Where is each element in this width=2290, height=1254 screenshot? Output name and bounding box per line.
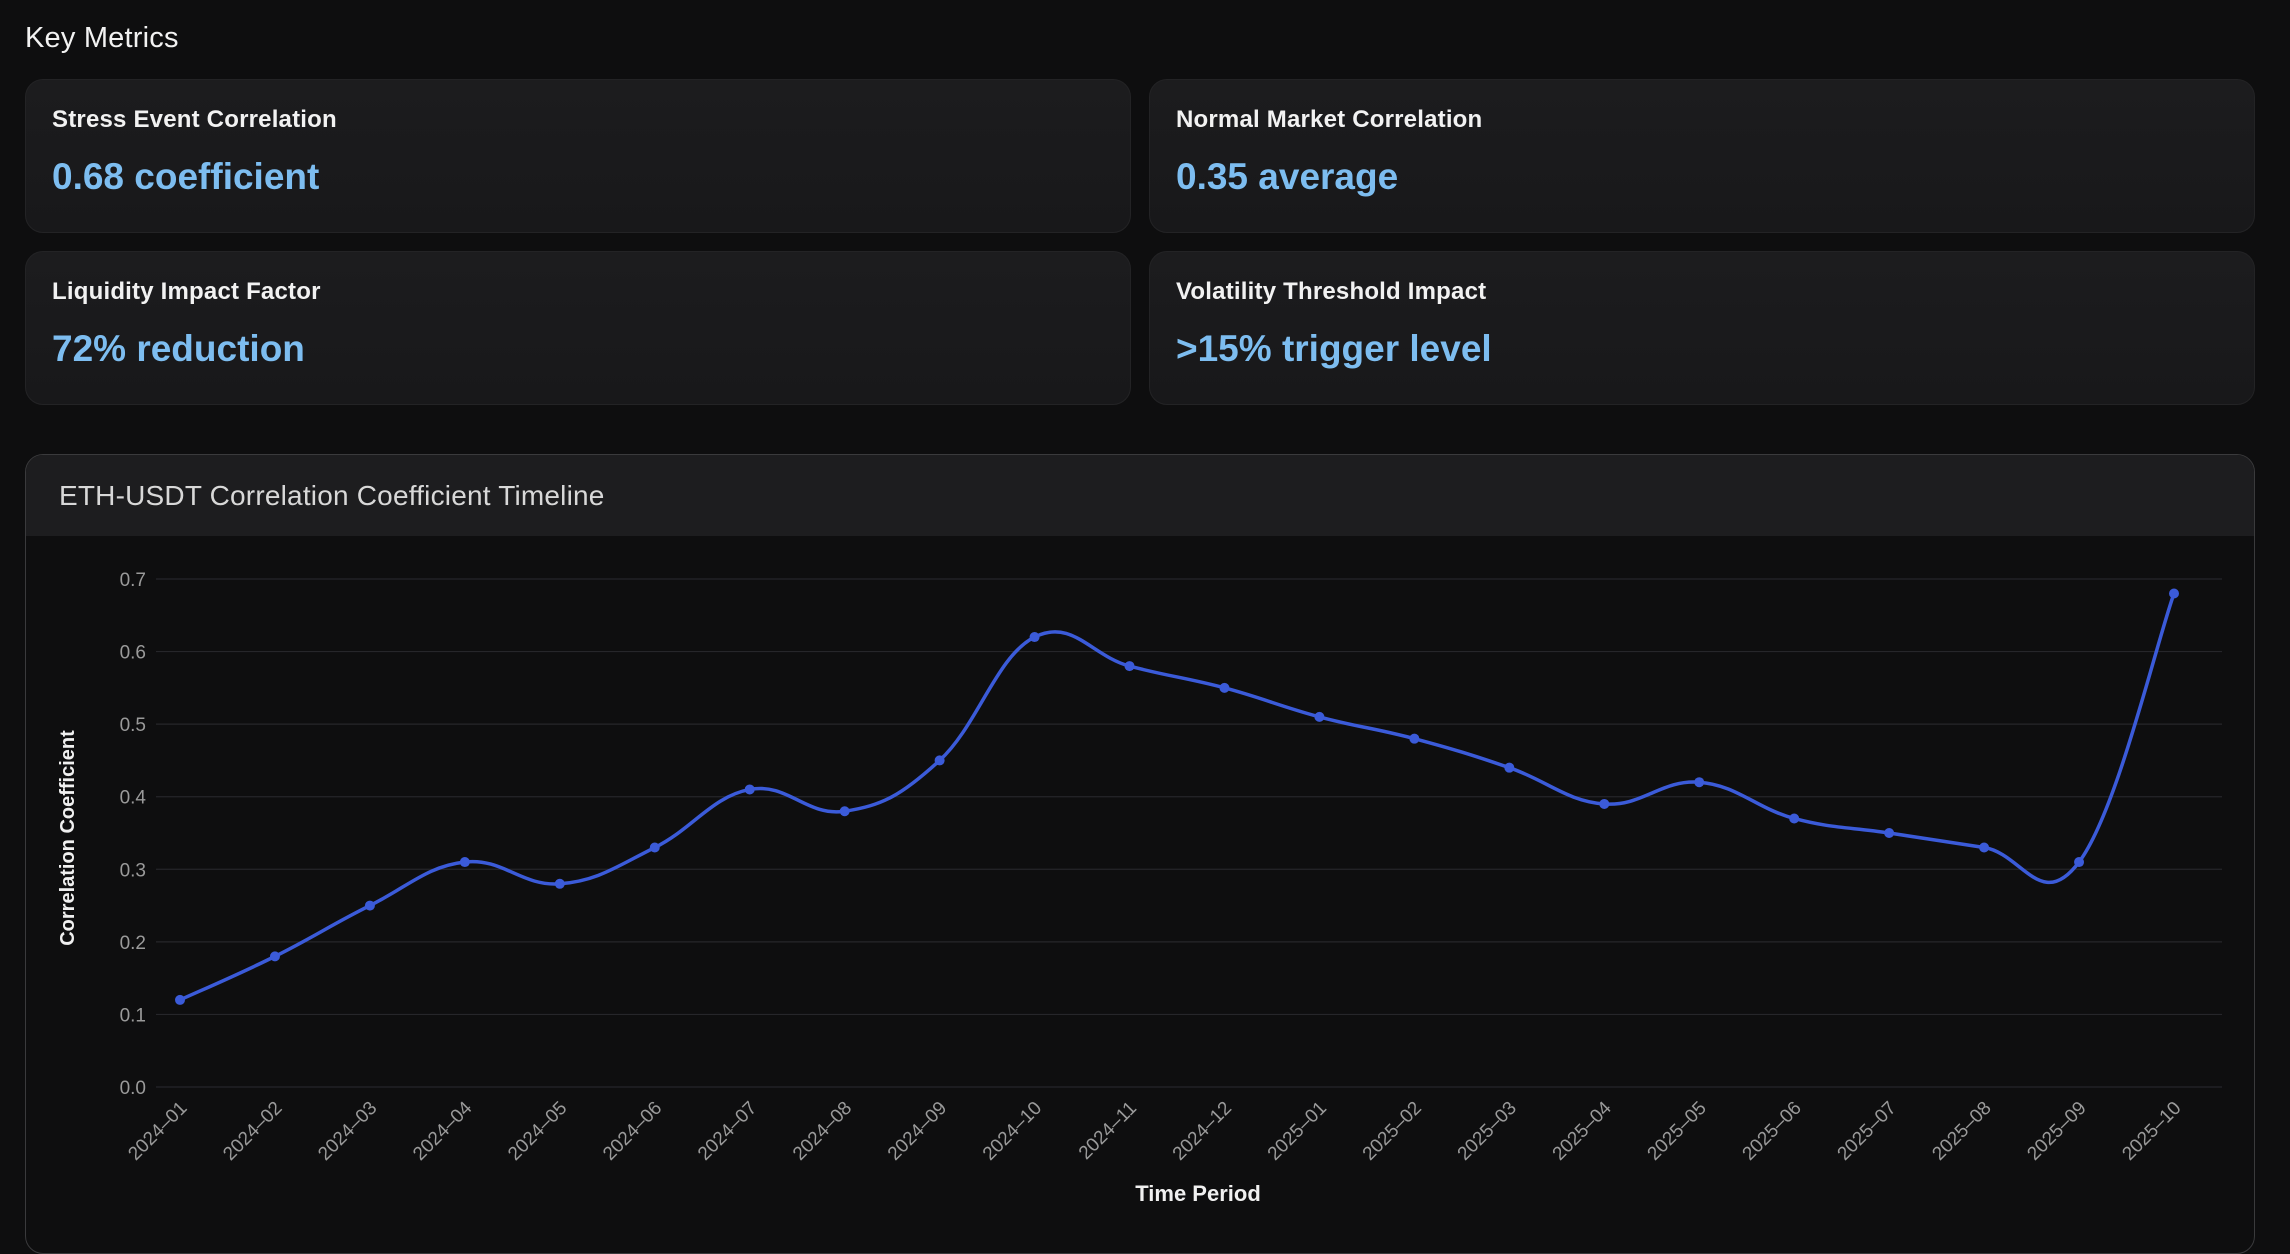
x-tick-label: 2025–08 (1928, 1098, 1995, 1165)
key-metrics-title: Key Metrics (25, 22, 179, 54)
data-point (1029, 632, 1040, 643)
data-point (554, 878, 565, 889)
metric-value: >15% trigger level (1176, 328, 1492, 369)
x-tick-label: 2025–09 (2023, 1098, 2090, 1165)
y-tick-label: 0.6 (120, 643, 146, 664)
metric-card-volatility-threshold: Volatility Threshold Impact >15% trigger… (1149, 251, 2255, 405)
data-point (649, 842, 660, 853)
data-point (839, 806, 850, 817)
y-tick-label: 0.5 (120, 715, 146, 736)
data-point (1409, 733, 1420, 744)
metric-value: 0.35 average (1176, 156, 1399, 197)
x-tick-label: 2025–01 (1264, 1098, 1331, 1165)
data-point (364, 900, 375, 911)
data-point (269, 951, 280, 962)
chart-title: ETH-USDT Correlation Coefficient Timelin… (59, 480, 605, 511)
y-axis-title: Correlation Coefficient (57, 730, 79, 946)
y-tick-label: 0.0 (120, 1078, 146, 1099)
metric-card-liquidity-impact: Liquidity Impact Factor 72% reduction (25, 251, 1131, 405)
x-tick-label: 2024–08 (789, 1098, 856, 1165)
data-point (934, 755, 945, 766)
data-point (1124, 661, 1135, 672)
metric-label: Normal Market Correlation (1176, 106, 1483, 133)
metric-card-stress-event: Stress Event Correlation 0.68 coefficien… (25, 79, 1131, 233)
data-point (2169, 588, 2179, 599)
metric-label: Volatility Threshold Impact (1176, 278, 1487, 305)
data-point (1979, 842, 1990, 853)
data-point (1884, 828, 1895, 838)
x-tick-label: 2024–05 (504, 1098, 571, 1165)
x-tick-label: 2024–10 (979, 1098, 1046, 1165)
x-tick-label: 2025–07 (1834, 1098, 1901, 1165)
x-tick-label: 2024–02 (219, 1098, 286, 1165)
metric-value: 72% reduction (52, 328, 305, 369)
x-tick-label: 2025–04 (1549, 1097, 1616, 1164)
data-point (1219, 682, 1230, 693)
metric-card-normal-market: Normal Market Correlation 0.35 average (1149, 79, 2255, 233)
x-tick-label: 2025–06 (1739, 1098, 1806, 1165)
data-point (2074, 857, 2085, 868)
y-tick-label: 0.1 (120, 1005, 146, 1026)
x-tick-label: 2024–04 (409, 1097, 476, 1164)
y-tick-label: 0.2 (120, 933, 146, 954)
x-tick-label: 2024–09 (884, 1098, 951, 1165)
x-tick-label: 2024–12 (1169, 1098, 1236, 1165)
data-point (1314, 711, 1325, 722)
metric-label: Liquidity Impact Factor (52, 278, 321, 305)
x-tick-label: 2024–01 (124, 1098, 191, 1165)
x-tick-label: 2025–05 (1644, 1098, 1711, 1165)
x-tick-label: 2025–02 (1359, 1098, 1426, 1165)
data-point (1504, 762, 1515, 773)
data-point (1694, 777, 1705, 788)
data-point (1599, 798, 1610, 809)
data-point (744, 784, 755, 795)
x-axis-title: Time Period (1135, 1181, 1261, 1206)
data-point (175, 994, 185, 1005)
metric-label: Stress Event Correlation (52, 106, 337, 133)
metric-value: 0.68 coefficient (52, 156, 320, 197)
chart-card: ETH-USDT Correlation Coefficient Timelin… (25, 454, 2255, 1254)
y-tick-label: 0.4 (120, 788, 147, 809)
y-tick-label: 0.7 (120, 570, 146, 591)
x-tick-label: 2024–07 (694, 1098, 761, 1165)
data-point (1789, 813, 1800, 824)
correlation-line-chart: 0.0 0.1 0.2 0.3 0.4 0.5 0.6 0.7 2024–01 2024–02 20… (57, 570, 2222, 1206)
x-tick-label: 2024–03 (314, 1098, 381, 1165)
x-tick-label: 2024–11 (1075, 1098, 1141, 1164)
y-tick-label: 0.3 (120, 860, 146, 881)
chart-header: ETH-USDT Correlation Coefficient Timelin… (26, 455, 2254, 536)
x-tick-label: 2025–03 (1454, 1098, 1521, 1165)
data-point (459, 857, 470, 868)
x-tick-label: 2024–06 (599, 1098, 666, 1165)
x-tick-label: 2025–10 (2118, 1098, 2185, 1165)
